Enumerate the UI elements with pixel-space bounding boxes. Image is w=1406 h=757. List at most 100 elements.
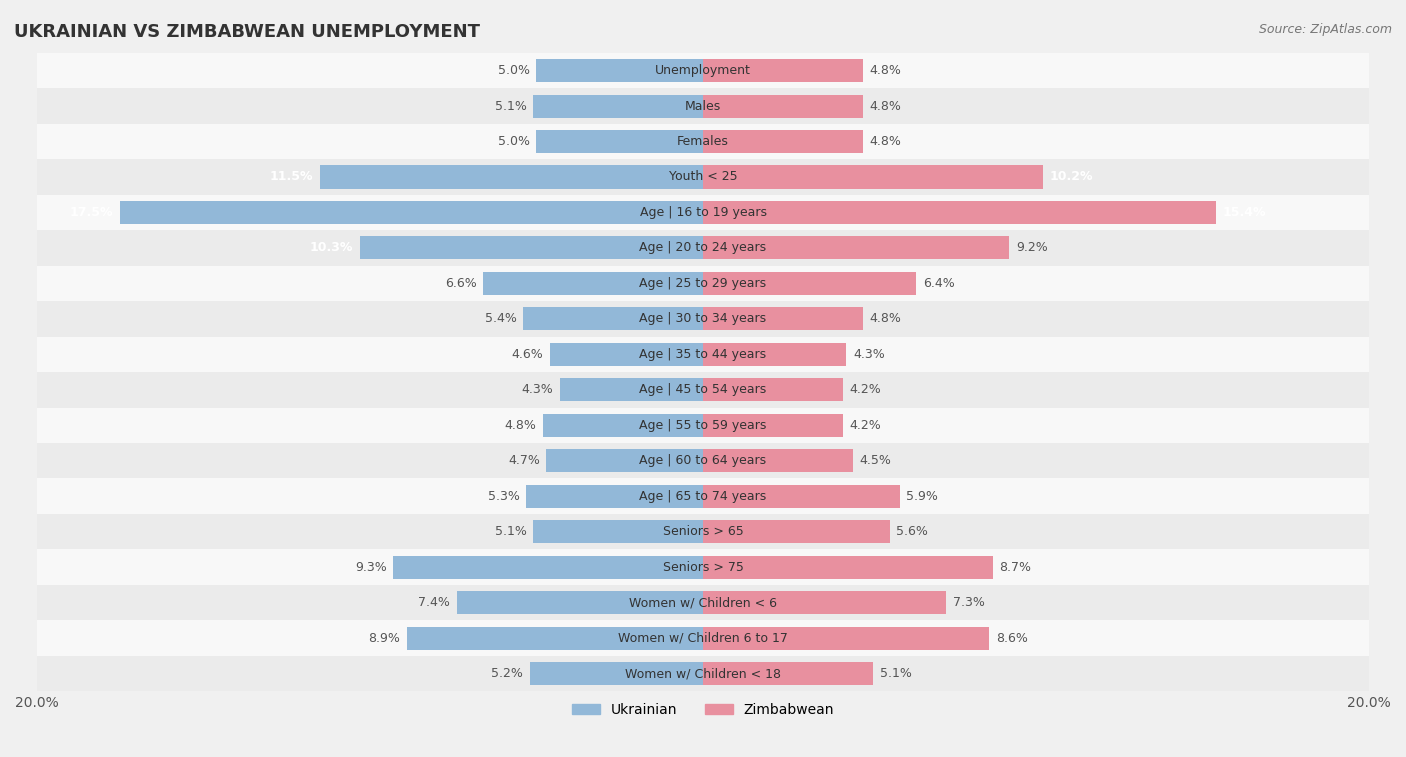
Bar — [703, 378, 842, 401]
Bar — [703, 95, 863, 117]
Bar — [703, 662, 873, 685]
Bar — [703, 556, 993, 578]
Bar — [37, 89, 1369, 124]
Text: 10.3%: 10.3% — [309, 241, 353, 254]
Text: 7.3%: 7.3% — [953, 596, 984, 609]
Bar — [560, 378, 703, 401]
Text: 6.6%: 6.6% — [444, 277, 477, 290]
Text: Age | 45 to 54 years: Age | 45 to 54 years — [640, 383, 766, 396]
Text: Age | 60 to 64 years: Age | 60 to 64 years — [640, 454, 766, 467]
Text: Males: Males — [685, 100, 721, 113]
Bar — [37, 337, 1369, 372]
Bar — [37, 195, 1369, 230]
Bar — [703, 627, 990, 650]
Bar — [457, 591, 703, 614]
Text: 5.2%: 5.2% — [491, 667, 523, 680]
Text: Age | 35 to 44 years: Age | 35 to 44 years — [640, 347, 766, 361]
Bar — [703, 343, 846, 366]
Bar — [37, 407, 1369, 443]
Bar — [37, 230, 1369, 266]
Text: Women w/ Children < 6: Women w/ Children < 6 — [628, 596, 778, 609]
Bar — [526, 484, 703, 508]
Bar — [703, 272, 917, 295]
Bar — [703, 130, 863, 153]
Text: Age | 25 to 29 years: Age | 25 to 29 years — [640, 277, 766, 290]
Text: 11.5%: 11.5% — [270, 170, 314, 183]
Bar — [37, 159, 1369, 195]
Text: 4.7%: 4.7% — [508, 454, 540, 467]
Text: 4.8%: 4.8% — [869, 100, 901, 113]
Text: 5.0%: 5.0% — [498, 64, 530, 77]
Text: Females: Females — [678, 135, 728, 148]
Text: 6.4%: 6.4% — [922, 277, 955, 290]
Bar — [530, 662, 703, 685]
Text: 10.2%: 10.2% — [1049, 170, 1092, 183]
Bar — [394, 556, 703, 578]
Bar — [547, 449, 703, 472]
Text: Unemployment: Unemployment — [655, 64, 751, 77]
Text: 5.3%: 5.3% — [488, 490, 520, 503]
Bar — [37, 550, 1369, 585]
Bar — [37, 443, 1369, 478]
Text: 5.9%: 5.9% — [907, 490, 938, 503]
Text: 4.8%: 4.8% — [869, 135, 901, 148]
Bar — [703, 166, 1043, 188]
Bar — [37, 585, 1369, 620]
Bar — [37, 266, 1369, 301]
Text: 5.1%: 5.1% — [495, 525, 526, 538]
Text: Age | 20 to 24 years: Age | 20 to 24 years — [640, 241, 766, 254]
Bar — [533, 520, 703, 544]
Text: Seniors > 75: Seniors > 75 — [662, 561, 744, 574]
Bar — [703, 591, 946, 614]
Text: 8.9%: 8.9% — [368, 631, 399, 644]
Text: 9.2%: 9.2% — [1017, 241, 1047, 254]
Bar — [703, 59, 863, 82]
Text: 4.8%: 4.8% — [869, 64, 901, 77]
Text: 8.7%: 8.7% — [1000, 561, 1032, 574]
Text: Women w/ Children < 18: Women w/ Children < 18 — [626, 667, 780, 680]
Text: Age | 65 to 74 years: Age | 65 to 74 years — [640, 490, 766, 503]
Text: 5.1%: 5.1% — [495, 100, 526, 113]
Text: Source: ZipAtlas.com: Source: ZipAtlas.com — [1258, 23, 1392, 36]
Text: 15.4%: 15.4% — [1223, 206, 1265, 219]
Bar — [406, 627, 703, 650]
Text: 8.6%: 8.6% — [995, 631, 1028, 644]
Text: Seniors > 65: Seniors > 65 — [662, 525, 744, 538]
Bar — [537, 130, 703, 153]
Bar — [321, 166, 703, 188]
Text: 17.5%: 17.5% — [70, 206, 114, 219]
Text: Age | 55 to 59 years: Age | 55 to 59 years — [640, 419, 766, 431]
Bar — [543, 414, 703, 437]
Text: 5.6%: 5.6% — [896, 525, 928, 538]
Text: 4.3%: 4.3% — [522, 383, 553, 396]
Bar — [37, 301, 1369, 337]
Bar — [120, 201, 703, 224]
Bar — [484, 272, 703, 295]
Bar — [37, 514, 1369, 550]
Text: Women w/ Children 6 to 17: Women w/ Children 6 to 17 — [619, 631, 787, 644]
Bar — [360, 236, 703, 260]
Text: 4.5%: 4.5% — [859, 454, 891, 467]
Bar — [703, 414, 842, 437]
Bar — [37, 53, 1369, 89]
Bar — [703, 449, 853, 472]
Text: 4.8%: 4.8% — [505, 419, 537, 431]
Text: Age | 30 to 34 years: Age | 30 to 34 years — [640, 313, 766, 326]
Bar — [37, 124, 1369, 159]
Bar — [37, 372, 1369, 407]
Text: 4.6%: 4.6% — [512, 347, 543, 361]
Text: Age | 16 to 19 years: Age | 16 to 19 years — [640, 206, 766, 219]
Legend: Ukrainian, Zimbabwean: Ukrainian, Zimbabwean — [567, 697, 839, 723]
Bar — [533, 95, 703, 117]
Bar — [703, 520, 890, 544]
Bar — [703, 201, 1216, 224]
Bar — [703, 484, 900, 508]
Text: 4.2%: 4.2% — [849, 419, 882, 431]
Text: 4.8%: 4.8% — [869, 313, 901, 326]
Bar — [37, 656, 1369, 691]
Text: 4.2%: 4.2% — [849, 383, 882, 396]
Text: 9.3%: 9.3% — [354, 561, 387, 574]
Bar — [37, 478, 1369, 514]
Text: 5.0%: 5.0% — [498, 135, 530, 148]
Text: 7.4%: 7.4% — [418, 596, 450, 609]
